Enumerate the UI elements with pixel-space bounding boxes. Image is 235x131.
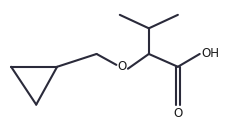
Text: OH: OH bbox=[202, 47, 219, 61]
Text: O: O bbox=[173, 107, 183, 120]
Text: O: O bbox=[118, 60, 127, 73]
